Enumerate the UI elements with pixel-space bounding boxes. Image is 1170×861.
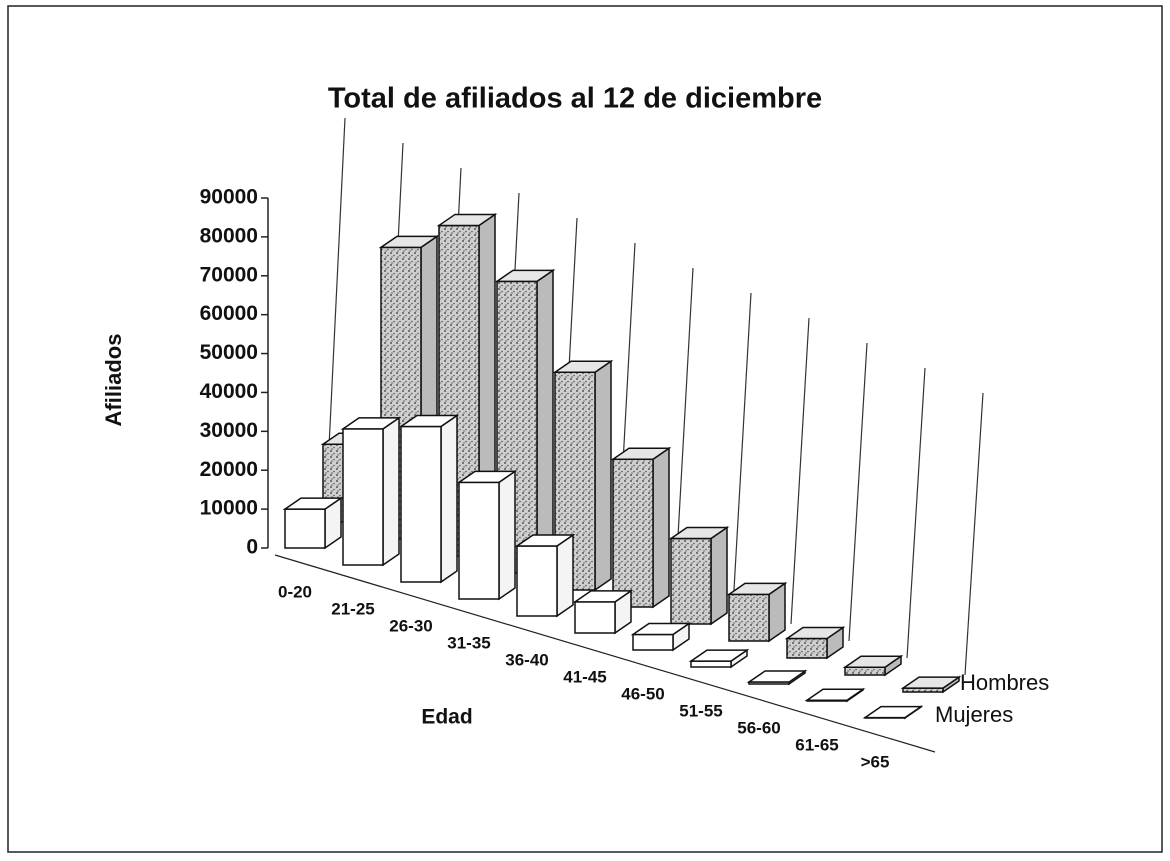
bar [688, 648, 750, 669]
bar-front [786, 637, 828, 659]
y-tick-label: 70000 [200, 263, 258, 286]
bar [668, 526, 730, 626]
bar [456, 469, 518, 601]
bar-front [400, 425, 442, 583]
bar-top [746, 670, 808, 683]
y-tick-label: 0 [246, 536, 258, 559]
frame [7, 5, 1163, 853]
bar-top [436, 213, 498, 227]
bar-top [688, 649, 750, 662]
legend-label: Mujeres [935, 702, 1013, 727]
x-tick-label: 56-60 [737, 718, 780, 737]
bar-front [516, 545, 558, 617]
bar-top [514, 534, 576, 547]
y-tick-label: 50000 [200, 341, 258, 364]
floor-line [274, 554, 936, 753]
wall-line [906, 367, 926, 659]
bar-top [552, 360, 614, 373]
x-tick-label: 51-55 [679, 701, 722, 720]
bar [804, 687, 866, 703]
bar-front [612, 458, 654, 608]
bar [630, 622, 692, 652]
bar-side [536, 268, 554, 575]
y-tick-label: 10000 [200, 497, 258, 520]
x-tick-label: 0-20 [278, 582, 312, 601]
x-tick-label: 21-25 [331, 599, 374, 618]
bar-side [556, 533, 574, 618]
bar-front [284, 508, 326, 549]
bar [282, 496, 344, 550]
wall-line [326, 117, 346, 489]
bar-front [574, 601, 616, 634]
y-tick-label: 20000 [200, 458, 258, 481]
x-tick-label: >65 [861, 752, 890, 771]
bar [398, 414, 460, 584]
bar [610, 446, 672, 609]
y-tick-label: 60000 [200, 302, 258, 325]
bar [842, 654, 904, 677]
bar-top [668, 526, 730, 540]
x-tick-label: 36-40 [505, 650, 548, 669]
bar-side [710, 526, 728, 626]
bar [900, 675, 962, 694]
wall-line [964, 392, 984, 676]
bar-front [728, 593, 770, 642]
y-tick-label: 90000 [200, 186, 258, 209]
bar-top [900, 676, 962, 689]
x-tick-label: 41-45 [563, 667, 606, 686]
bar-front [670, 537, 712, 625]
wall-line [848, 342, 868, 642]
bar-top [630, 622, 692, 636]
y-tick-label: 80000 [200, 224, 258, 247]
chart-title: Total de afiliados al 12 de diciembre [328, 83, 822, 115]
bar [340, 416, 402, 567]
bar-top [842, 655, 904, 668]
bar-top [784, 626, 846, 640]
bar [572, 589, 634, 635]
bar [746, 669, 808, 686]
bar-top [494, 269, 556, 283]
bar-front [632, 633, 674, 651]
bar [552, 359, 614, 592]
wall-line [732, 292, 752, 608]
y-axis-label: Afiliados [101, 334, 126, 427]
bar-top [282, 497, 344, 510]
bar-side [498, 469, 516, 601]
bar-top [398, 414, 460, 428]
bar [514, 533, 576, 618]
bar-side [594, 359, 612, 592]
bar [862, 705, 924, 720]
wall-line [790, 317, 810, 625]
x-tick-label: 46-50 [621, 684, 664, 703]
y-tick-label: 30000 [200, 419, 258, 442]
x-axis-label: Edad [421, 706, 472, 729]
bar-top [726, 582, 788, 596]
legend-label: Hombres [960, 670, 1049, 695]
bar-side [652, 446, 670, 609]
bar-top [456, 470, 518, 484]
bar [726, 581, 788, 643]
bar-top [610, 447, 672, 460]
bar-top [862, 705, 924, 719]
x-tick-label: 61-65 [795, 735, 838, 754]
bar-top [340, 417, 402, 430]
y-tick-label: 40000 [200, 380, 258, 403]
bar-top [572, 590, 634, 603]
bar-top [804, 688, 866, 701]
bar [784, 626, 846, 660]
bar-side [440, 414, 458, 584]
bar-front [342, 428, 384, 566]
bar-front [844, 666, 886, 676]
x-tick-label: 31-35 [447, 633, 490, 652]
bar-side [382, 416, 400, 567]
bar-front [458, 481, 500, 600]
bar-top [378, 235, 440, 249]
x-tick-label: 26-30 [389, 616, 432, 635]
bar-front [690, 660, 732, 668]
